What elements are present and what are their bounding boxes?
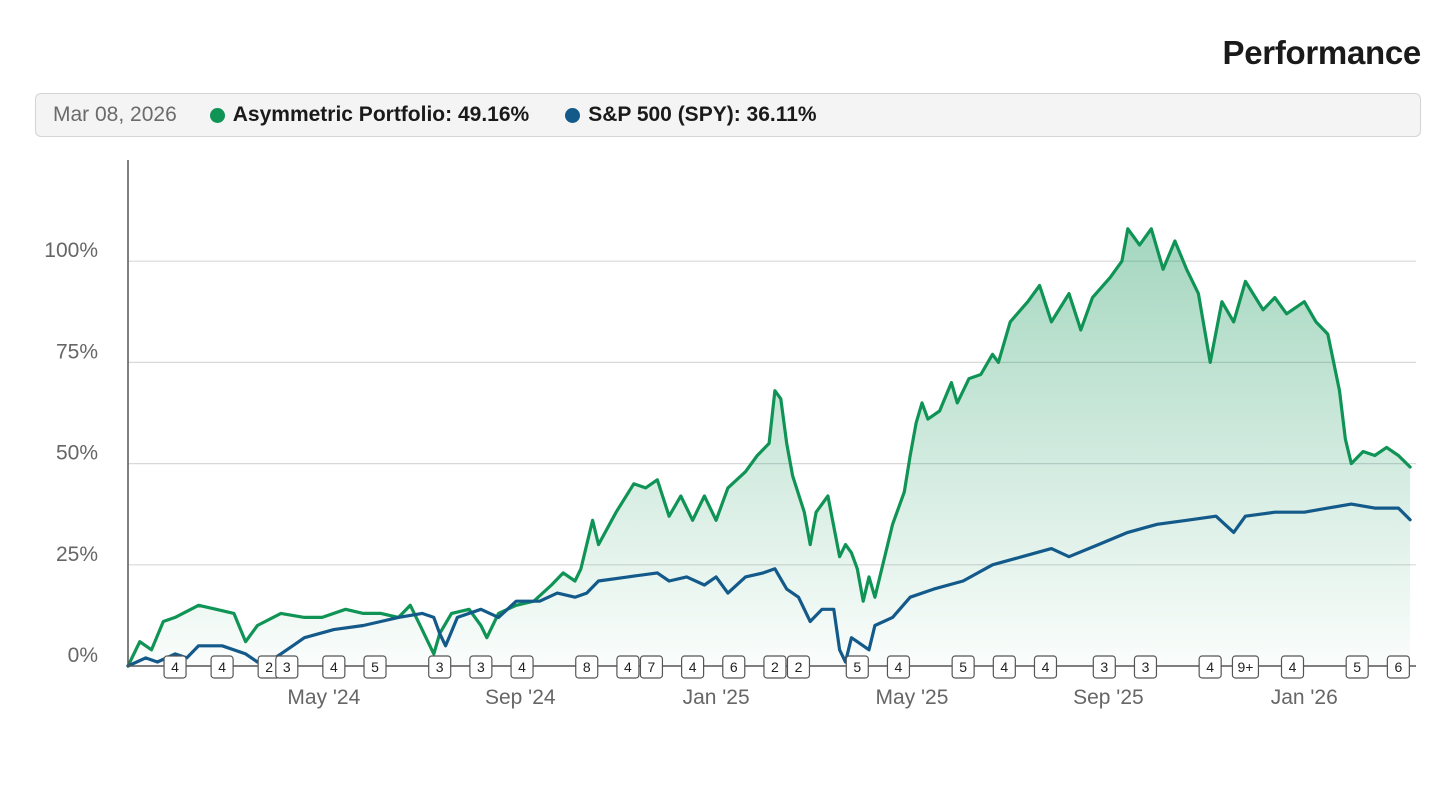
legend-entry-benchmark[interactable]: S&P 500 (SPY): 36.11% <box>565 103 817 127</box>
legend-date: Mar 08, 2026 <box>53 103 177 126</box>
event-marker-label: 7 <box>648 659 656 675</box>
event-marker-box[interactable] <box>1386 655 1410 679</box>
label-layer: 0% 25% 50% 75% 100% May '24 Sep '24 Jan '25 May … <box>44 239 1338 709</box>
event-marker-label: 4 <box>330 659 338 675</box>
event-marker-box[interactable] <box>1280 655 1305 679</box>
event-marker-box[interactable] <box>163 655 187 679</box>
event-marker-label: 5 <box>371 659 379 675</box>
event-marker-box[interactable] <box>575 655 599 679</box>
event-marker-label: 6 <box>730 659 738 675</box>
benchmark-dot-icon <box>565 107 581 123</box>
x-tick-label: May '24 <box>287 686 360 709</box>
event-marker-box[interactable] <box>1033 655 1058 679</box>
event-marker-label: 3 <box>477 659 485 675</box>
y-tick-label: 0% <box>68 644 98 667</box>
event-marker-label: 5 <box>1353 659 1361 675</box>
event-marker-box[interactable] <box>951 655 975 679</box>
event-marker-box[interactable] <box>763 655 787 679</box>
event-marker-box[interactable] <box>786 655 811 679</box>
event-marker-label: 9+ <box>1237 659 1253 675</box>
event-marker-label: 3 <box>1100 659 1108 675</box>
event-marker-label: 4 <box>624 659 632 675</box>
event-marker-label: 5 <box>959 659 967 675</box>
event-marker-box[interactable] <box>722 655 746 679</box>
event-marker-label: 2 <box>265 659 273 675</box>
marker-layer: 4 4 2 3 4 5 3 3 4 8 4 7 4 6 2 2 5 4 5 4 4 3 3 4 9+ 4 5 6 <box>163 655 1410 679</box>
event-marker-box[interactable] <box>616 655 640 679</box>
y-tick-label: 25% <box>56 543 98 566</box>
x-tick-label: May '25 <box>876 686 949 709</box>
portfolio-area-fill <box>128 228 1411 667</box>
event-marker-label: 3 <box>436 659 444 675</box>
event-marker-box[interactable] <box>639 655 664 679</box>
event-marker-label: 2 <box>795 659 803 675</box>
event-marker-box[interactable] <box>363 655 387 679</box>
event-marker-label: 4 <box>895 659 903 675</box>
event-marker-label: 8 <box>583 659 591 675</box>
event-marker-box[interactable] <box>469 655 493 679</box>
event-marker-box[interactable] <box>1133 655 1158 679</box>
event-marker-box[interactable] <box>886 655 911 679</box>
series-line-portfolio[interactable] <box>126 227 1412 668</box>
y-tick-label: 75% <box>56 340 98 363</box>
event-marker-label: 4 <box>218 659 226 675</box>
event-marker-label: 4 <box>689 659 697 675</box>
series-line-benchmark[interactable] <box>126 502 1412 668</box>
event-marker-box[interactable] <box>1345 655 1369 679</box>
chart-legend-bar: Mar 08, 2026 Asymmetric Portfolio: 49.16… <box>35 93 1421 137</box>
line-layer <box>126 227 1412 668</box>
event-marker-box[interactable] <box>681 655 705 679</box>
event-marker-label: 4 <box>171 659 179 675</box>
x-tick-label: Jan '26 <box>1271 686 1338 709</box>
legend-benchmark-label: S&P 500 (SPY): 36.11% <box>588 103 817 126</box>
event-marker-label: 6 <box>1394 659 1402 675</box>
event-marker-label: 4 <box>1289 659 1297 675</box>
event-marker-label: 3 <box>1142 659 1150 675</box>
event-marker-label: 5 <box>853 659 861 675</box>
page-title: Performance <box>1222 34 1422 71</box>
event-marker-box[interactable] <box>428 655 452 679</box>
area-layer <box>128 228 1411 667</box>
event-marker-label: 4 <box>518 659 526 675</box>
x-tick-label: Jan '25 <box>683 686 750 709</box>
portfolio-dot-icon <box>209 107 225 123</box>
event-marker-label: 3 <box>283 659 291 675</box>
legend-entry-portfolio[interactable]: Asymmetric Portfolio: 49.16% <box>209 103 530 127</box>
event-marker-box[interactable] <box>275 655 299 679</box>
event-marker-box[interactable] <box>1198 655 1222 679</box>
event-marker-box[interactable] <box>992 655 1016 679</box>
event-marker-box[interactable] <box>510 655 534 679</box>
x-tick-label: Sep '24 <box>485 686 556 709</box>
x-tick-label: Sep '25 <box>1073 686 1144 709</box>
event-marker-box[interactable] <box>322 655 346 679</box>
legend-portfolio-label: Asymmetric Portfolio: 49.16% <box>232 103 530 126</box>
event-marker-label: 4 <box>1042 659 1050 675</box>
event-marker-box[interactable] <box>845 655 869 679</box>
event-marker-box[interactable] <box>1092 655 1116 679</box>
event-marker-label: 2 <box>771 659 779 675</box>
y-tick-label: 50% <box>56 442 98 465</box>
event-marker-label: 4 <box>1000 659 1008 675</box>
event-marker-box[interactable] <box>210 655 234 679</box>
event-marker-box[interactable] <box>1231 655 1260 679</box>
event-marker-label: 4 <box>1206 659 1214 675</box>
y-tick-label: 100% <box>44 239 98 262</box>
